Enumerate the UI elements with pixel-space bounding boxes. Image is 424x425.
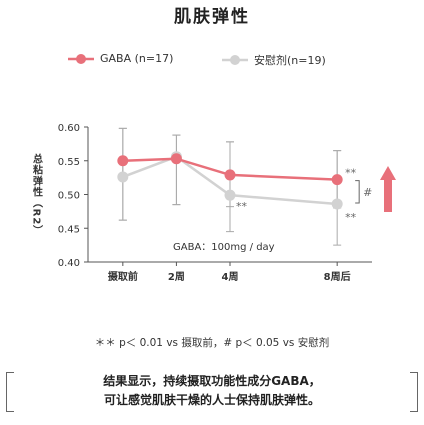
placebo-point bbox=[224, 189, 236, 201]
legend-label-placebo: 安慰剂(n=19) bbox=[254, 54, 326, 67]
y-tick-label: 0.55 bbox=[58, 157, 80, 168]
x-tick-label: 8周后 bbox=[324, 270, 351, 283]
legend-marker-gaba bbox=[68, 53, 94, 64]
x-tick-label: 摄取前 bbox=[108, 270, 138, 283]
placebo-line bbox=[122, 155, 338, 206]
between-groups-significance: # bbox=[363, 186, 372, 199]
dose-annotation: GABA：100mg / day bbox=[173, 242, 275, 253]
legend: GABA (n=17) 安慰剂(n=19) bbox=[0, 52, 424, 72]
significance-bracket bbox=[355, 180, 360, 204]
y-tick-label: 0.60 bbox=[58, 123, 80, 134]
placebo-point bbox=[117, 171, 129, 183]
gaba-8w-significance: ** bbox=[345, 167, 357, 180]
chart-title: 肌肤弹性 bbox=[174, 7, 250, 27]
y-tick-label: 0.45 bbox=[58, 224, 80, 235]
line-chart: 0.60 0.55 0.50 0.45 0.40 摄取前 2周 4周 8周后 总粘弹性（R2） GA… bbox=[31, 123, 396, 283]
footnote: ＊＊ p＜ 0.01 vs 摄取前，# p＜ 0.05 vs 安慰剂 bbox=[94, 337, 330, 349]
placebo-8w-significance: ** bbox=[345, 211, 357, 224]
right-bracket bbox=[410, 372, 418, 412]
gaba-point bbox=[224, 169, 236, 181]
gaba-point bbox=[170, 153, 182, 165]
legend-marker-placebo bbox=[222, 55, 248, 65]
gaba-point bbox=[117, 155, 129, 167]
legend-item-placebo: 安慰剂(n=19) bbox=[222, 52, 326, 68]
left-bracket bbox=[6, 372, 14, 412]
gaba-point bbox=[331, 174, 343, 186]
legend-item-gaba: GABA (n=17) bbox=[68, 52, 173, 65]
up-arrow-icon bbox=[380, 166, 396, 212]
placebo-point bbox=[331, 198, 343, 210]
gaba-line bbox=[122, 157, 338, 181]
conclusion-line-2: 可让感觉肌肤干燥的人士保持肌肤弹性。 bbox=[103, 393, 320, 407]
y-tick-label: 0.50 bbox=[58, 191, 80, 202]
y-tick-label: 0.40 bbox=[58, 258, 80, 269]
x-tick-label: 4周 bbox=[222, 271, 239, 283]
placebo-4w-significance: ** bbox=[236, 200, 248, 213]
y-axis-label: 总粘弹性（R2） bbox=[31, 152, 44, 236]
x-tick-label: 2周 bbox=[168, 271, 185, 283]
conclusion-line-1: 结果显示，持续摄取功能性成分GABA， bbox=[103, 374, 321, 388]
conclusion: 结果显示，持续摄取功能性成分GABA， 可让感觉肌肤干燥的人士保持肌肤弹性。 bbox=[0, 372, 424, 410]
legend-label-gaba: GABA (n=17) bbox=[100, 52, 174, 65]
